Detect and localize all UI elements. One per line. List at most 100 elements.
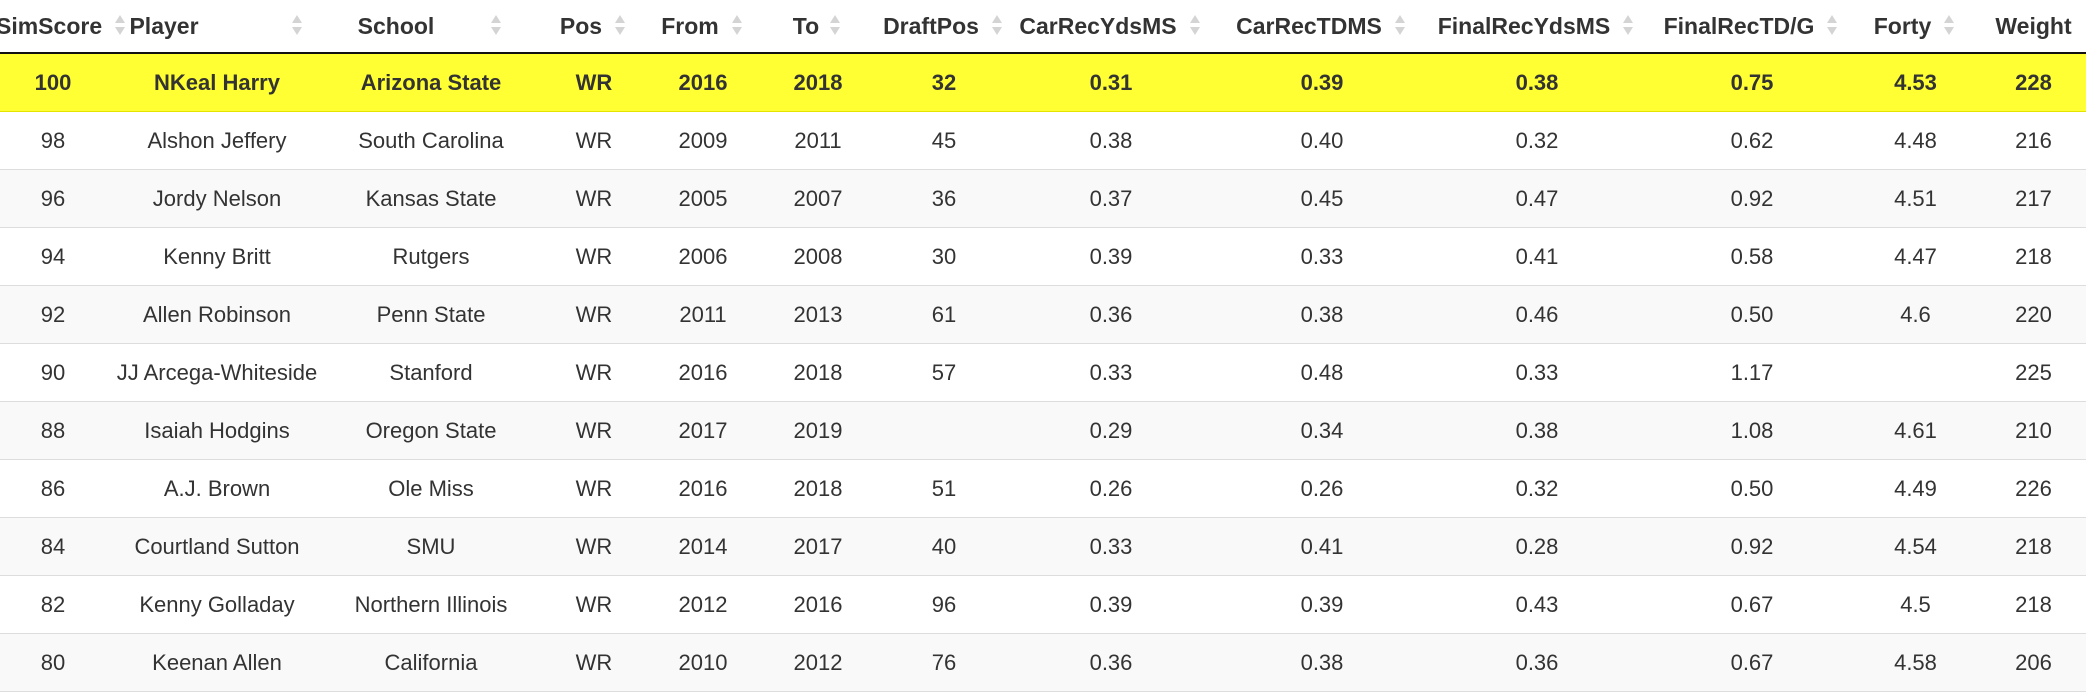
column-header-to[interactable]: To [756,0,880,54]
cell-to: 2019 [756,401,880,460]
sort-both-icon[interactable] [1620,13,1636,39]
column-header-label: School [357,12,435,39]
cell-finalrectdg: 1.17 [1644,343,1860,402]
cell-simscore: 82 [0,575,110,634]
column-header-forty[interactable]: Forty [1860,0,1971,54]
sort-both-icon[interactable] [1824,13,1840,39]
table-row[interactable]: 92 Allen Robinson Penn State WR 2011 2013 61 0.… [0,285,2086,344]
table-row[interactable]: 94 Kenny Britt Rutgers WR 2006 2008 30 0.39 0.33… [0,227,2086,286]
cell-to: 2018 [756,343,880,402]
cell-draftpos: 30 [880,227,1008,286]
cell-from: 2017 [650,401,756,460]
cell-from: 2011 [650,285,756,344]
cell-carrecydsms: 0.39 [1008,227,1214,286]
cell-to: 2017 [756,517,880,576]
cell-carrectdms: 0.45 [1214,169,1430,228]
cell-forty: 4.53 [1860,53,1971,112]
table-row[interactable]: 100 NKeal Harry Arizona State WR 2016 2018 32 0… [0,53,2086,112]
table-row[interactable]: 88 Isaiah Hodgins Oregon State WR 2017 2019 0.… [0,401,2086,460]
table-row[interactable]: 96 Jordy Nelson Kansas State WR 2005 2007 36 0.… [0,169,2086,228]
cell-carrectdms: 0.33 [1214,227,1430,286]
cell-finalrecydsms: 0.47 [1430,169,1644,228]
cell-finalrecydsms: 0.41 [1430,227,1644,286]
table-row[interactable]: 98 Alshon Jeffery South Carolina WR 2009 2011… [0,111,2086,170]
column-header-player[interactable]: Player [110,0,324,54]
cell-weight: 225 [1971,343,2086,402]
cell-player: Kenny Golladay [110,575,324,634]
cell-carrecydsms: 0.36 [1008,633,1214,692]
sort-both-icon[interactable] [827,13,843,39]
cell-carrecydsms: 0.33 [1008,343,1214,402]
cell-from: 2006 [650,227,756,286]
cell-forty: 4.58 [1860,633,1971,692]
cell-to: 2016 [756,575,880,634]
cell-forty: 4.61 [1860,401,1971,460]
cell-pos: WR [538,111,650,170]
cell-simscore: 96 [0,169,110,228]
cell-finalrectdg: 0.67 [1644,633,1860,692]
cell-player: NKeal Harry [110,53,324,112]
cell-draftpos: 61 [880,285,1008,344]
sort-both-icon[interactable] [1392,13,1408,39]
cell-carrecydsms: 0.39 [1008,575,1214,634]
cell-school: California [324,633,538,692]
cell-school: Rutgers [324,227,538,286]
sort-both-icon[interactable] [612,13,628,39]
cell-pos: WR [538,227,650,286]
column-header-label: To [792,12,820,39]
cell-finalrecydsms: 0.32 [1430,459,1644,518]
table-row[interactable]: 80 Keenan Allen California WR 2010 2012 76 0.36… [0,633,2086,692]
cell-weight: 218 [1971,575,2086,634]
column-header-finalrecydsms[interactable]: FinalRecYdsMS [1430,0,1644,54]
cell-forty: 4.48 [1860,111,1971,170]
cell-finalrectdg: 1.08 [1644,401,1860,460]
cell-pos: WR [538,633,650,692]
cell-finalrecydsms: 0.36 [1430,633,1644,692]
sort-both-icon[interactable] [289,13,305,39]
cell-player: JJ Arcega-Whiteside [110,343,324,402]
table-row[interactable]: 90 JJ Arcega-Whiteside Stanford WR 2016 2018 5… [0,343,2086,402]
cell-finalrectdg: 0.92 [1644,517,1860,576]
cell-player: Kenny Britt [110,227,324,286]
cell-draftpos: 51 [880,459,1008,518]
table-body: 100 NKeal Harry Arizona State WR 2016 2018 32 0… [0,53,2086,692]
column-header-school[interactable]: School [324,0,538,54]
column-header-weight[interactable]: Weight [1971,0,2086,54]
cell-carrectdms: 0.26 [1214,459,1430,518]
column-header-carrecydsms[interactable]: CarRecYdsMS [1008,0,1214,54]
cell-to: 2011 [756,111,880,170]
column-header-from[interactable]: From [650,0,756,54]
cell-draftpos: 76 [880,633,1008,692]
cell-forty: 4.47 [1860,227,1971,286]
cell-carrectdms: 0.38 [1214,633,1430,692]
column-header-simscore[interactable]: SimScore [0,0,126,54]
sort-both-icon[interactable] [1187,13,1203,39]
column-header-draftpos[interactable]: DraftPos [880,0,1008,54]
cell-finalrectdg: 0.67 [1644,575,1860,634]
column-header-finalrectdg[interactable]: FinalRecTD/G [1644,0,1860,54]
table-row[interactable]: 82 Kenny Golladay Northern Illinois WR 2012 2… [0,575,2086,634]
sort-both-icon[interactable] [1941,13,1957,39]
column-header-label: CarRecTDMS [1236,12,1382,39]
table-row[interactable]: 86 A.J. Brown Ole Miss WR 2016 2018 51 0.26 0.26… [0,459,2086,518]
cell-simscore: 100 [0,53,110,112]
cell-finalrecydsms: 0.43 [1430,575,1644,634]
sort-both-icon[interactable] [989,13,1005,39]
table-row[interactable]: 84 Courtland Sutton SMU WR 2014 2017 40 0.33 0.4… [0,517,2086,576]
cell-player: Alshon Jeffery [110,111,324,170]
cell-finalrecydsms: 0.33 [1430,343,1644,402]
column-header-carrectdms[interactable]: CarRecTDMS [1214,0,1430,54]
cell-pos: WR [538,459,650,518]
cell-weight: 218 [1971,517,2086,576]
cell-forty: 4.51 [1860,169,1971,228]
cell-simscore: 94 [0,227,110,286]
cell-forty: 4.49 [1860,459,1971,518]
column-header-pos[interactable]: Pos [538,0,650,54]
sort-both-icon[interactable] [488,13,504,39]
sort-both-icon[interactable] [729,13,745,39]
cell-carrecydsms: 0.31 [1008,53,1214,112]
column-header-label: DraftPos [883,12,979,39]
cell-simscore: 98 [0,111,110,170]
cell-carrectdms: 0.34 [1214,401,1430,460]
table-header-row: SimScore Player School Pos From To Draft… [0,0,2086,54]
